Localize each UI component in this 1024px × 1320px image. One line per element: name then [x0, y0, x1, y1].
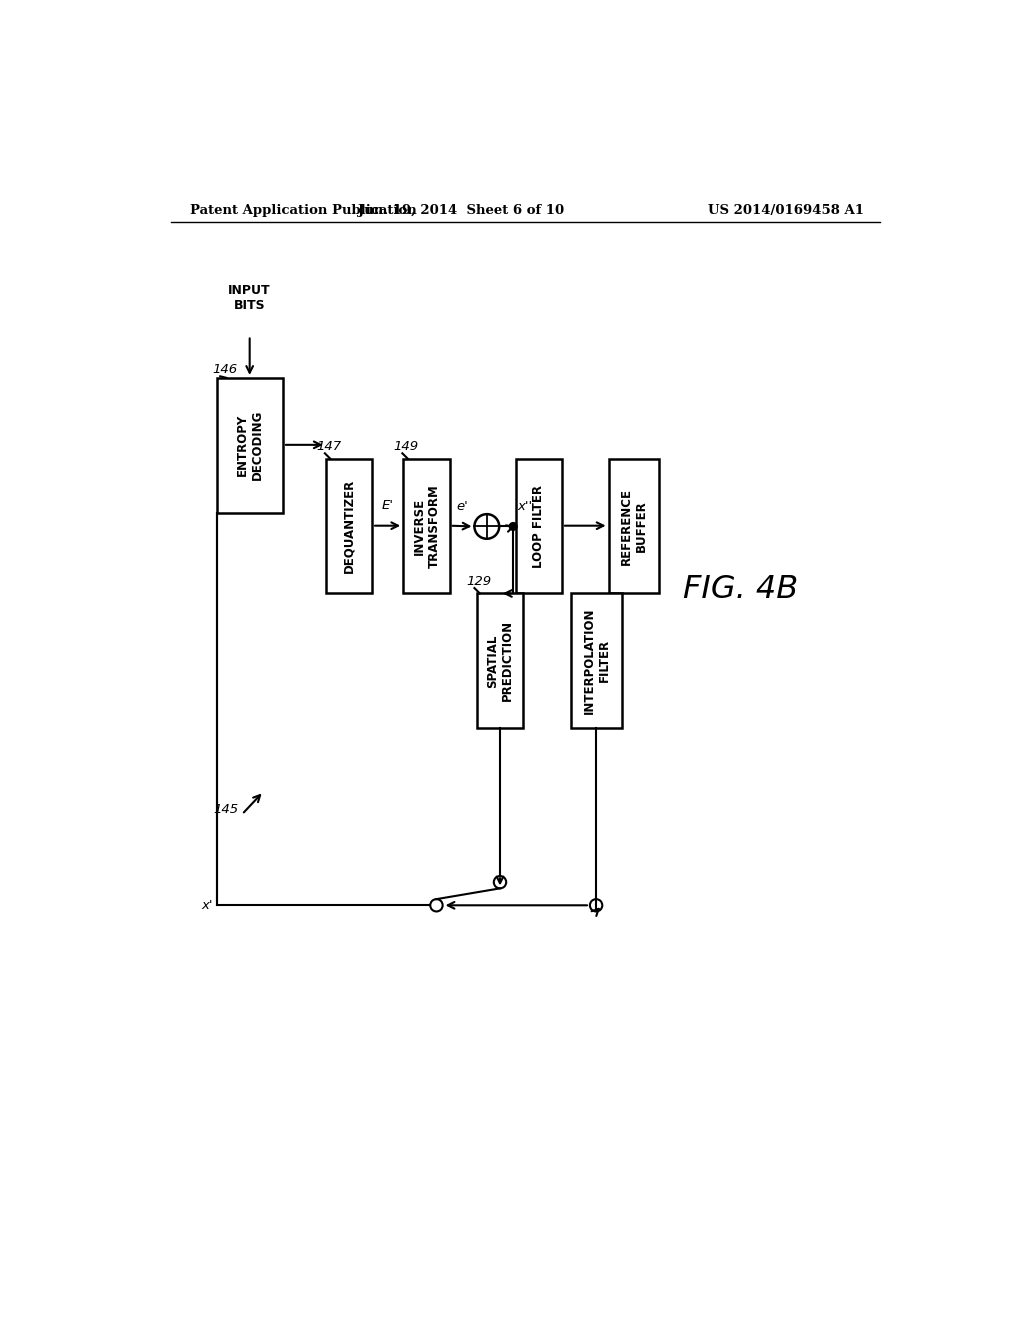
- Text: REFERENCE
BUFFER: REFERENCE BUFFER: [620, 487, 648, 565]
- Text: x'': x'': [517, 499, 532, 512]
- Text: INPUT
BITS: INPUT BITS: [228, 284, 271, 313]
- Bar: [477, 594, 523, 729]
- Text: FIG. 4B: FIG. 4B: [683, 574, 798, 605]
- Text: 149: 149: [394, 441, 419, 453]
- Text: LOOP FILTER: LOOP FILTER: [532, 484, 545, 568]
- Bar: [326, 459, 372, 594]
- Text: 146: 146: [212, 363, 238, 376]
- Bar: [403, 459, 450, 594]
- Bar: [571, 594, 622, 729]
- Bar: [515, 459, 562, 594]
- Text: US 2014/0169458 A1: US 2014/0169458 A1: [709, 205, 864, 218]
- Text: ENTROPY
DECODING: ENTROPY DECODING: [237, 411, 264, 480]
- Bar: [217, 378, 283, 512]
- Text: Patent Application Publication: Patent Application Publication: [190, 205, 417, 218]
- Text: E': E': [382, 499, 393, 512]
- Text: e': e': [456, 499, 468, 512]
- Text: INVERSE
TRANSFORM: INVERSE TRANSFORM: [413, 484, 440, 568]
- Text: DEQUANTIZER: DEQUANTIZER: [342, 479, 355, 573]
- Text: INTERPOLATION
FILTER: INTERPOLATION FILTER: [583, 607, 610, 714]
- Text: 147: 147: [316, 441, 341, 453]
- Text: SPATIAL
PREDICTION: SPATIAL PREDICTION: [486, 620, 514, 701]
- Bar: [608, 459, 658, 594]
- Text: Jun. 19, 2014  Sheet 6 of 10: Jun. 19, 2014 Sheet 6 of 10: [358, 205, 564, 218]
- Text: 145: 145: [214, 803, 239, 816]
- Circle shape: [509, 523, 517, 531]
- Text: 129: 129: [466, 576, 492, 589]
- Text: x': x': [202, 899, 213, 912]
